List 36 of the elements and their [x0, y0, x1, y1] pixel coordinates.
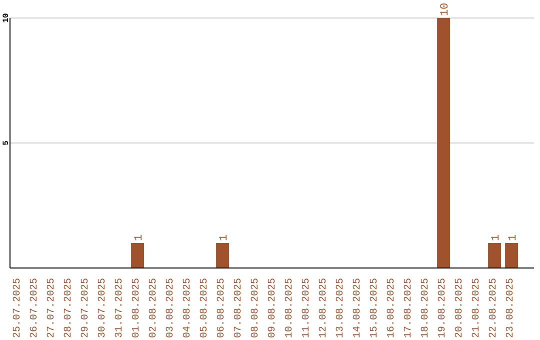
x-tick-label: 25.07.2025: [12, 278, 24, 338]
x-tick-label: 08.08.2025: [250, 278, 262, 338]
x-tick-label: 26.07.2025: [30, 278, 40, 338]
x-tick-label: 18.08.2025: [420, 278, 432, 338]
x-tick-label: 17.08.2025: [404, 278, 414, 338]
x-tick-label: 16.08.2025: [386, 278, 398, 338]
x-tick-label: 01.08.2025: [132, 278, 142, 338]
x-tick-label: 04.08.2025: [182, 278, 194, 338]
data-label: 1: [508, 234, 520, 241]
x-tick-label: 05.08.2025: [200, 278, 210, 338]
x-tick-label: 13.08.2025: [336, 278, 346, 338]
data-label: 1: [218, 234, 231, 241]
x-tick-label: 27.07.2025: [46, 278, 58, 338]
data-label: 1: [490, 234, 503, 241]
x-tick-label: 19.08.2025: [438, 278, 448, 338]
x-tick-label: 23.08.2025: [506, 278, 516, 338]
x-tick-label: 03.08.2025: [166, 278, 176, 338]
x-tick-label: 31.07.2025: [114, 278, 126, 338]
data-label: 10: [440, 2, 452, 16]
x-tick-label: 20.08.2025: [454, 278, 466, 338]
x-tick-label: 30.07.2025: [98, 278, 108, 338]
x-tick-label: 29.07.2025: [80, 278, 92, 338]
x-tick-label: 09.08.2025: [268, 278, 278, 338]
x-tick-label: 10.08.2025: [284, 278, 296, 338]
x-tick-label: 06.08.2025: [216, 278, 228, 338]
x-tick-label: 22.08.2025: [488, 278, 500, 338]
x-tick-label: 21.08.2025: [472, 278, 482, 338]
x-tick-label: 15.08.2025: [370, 278, 380, 338]
x-tick-label: 02.08.2025: [148, 278, 160, 338]
x-tick-label: 28.07.2025: [64, 278, 74, 338]
x-tick-label: 14.08.2025: [352, 278, 364, 338]
x-tick-label: 07.08.2025: [234, 278, 244, 338]
y-tick-label: 5: [2, 140, 11, 146]
data-label: 1: [134, 234, 146, 241]
x-tick-label: 11.08.2025: [302, 278, 312, 338]
x-tick-label: 12.08.2025: [318, 278, 330, 338]
